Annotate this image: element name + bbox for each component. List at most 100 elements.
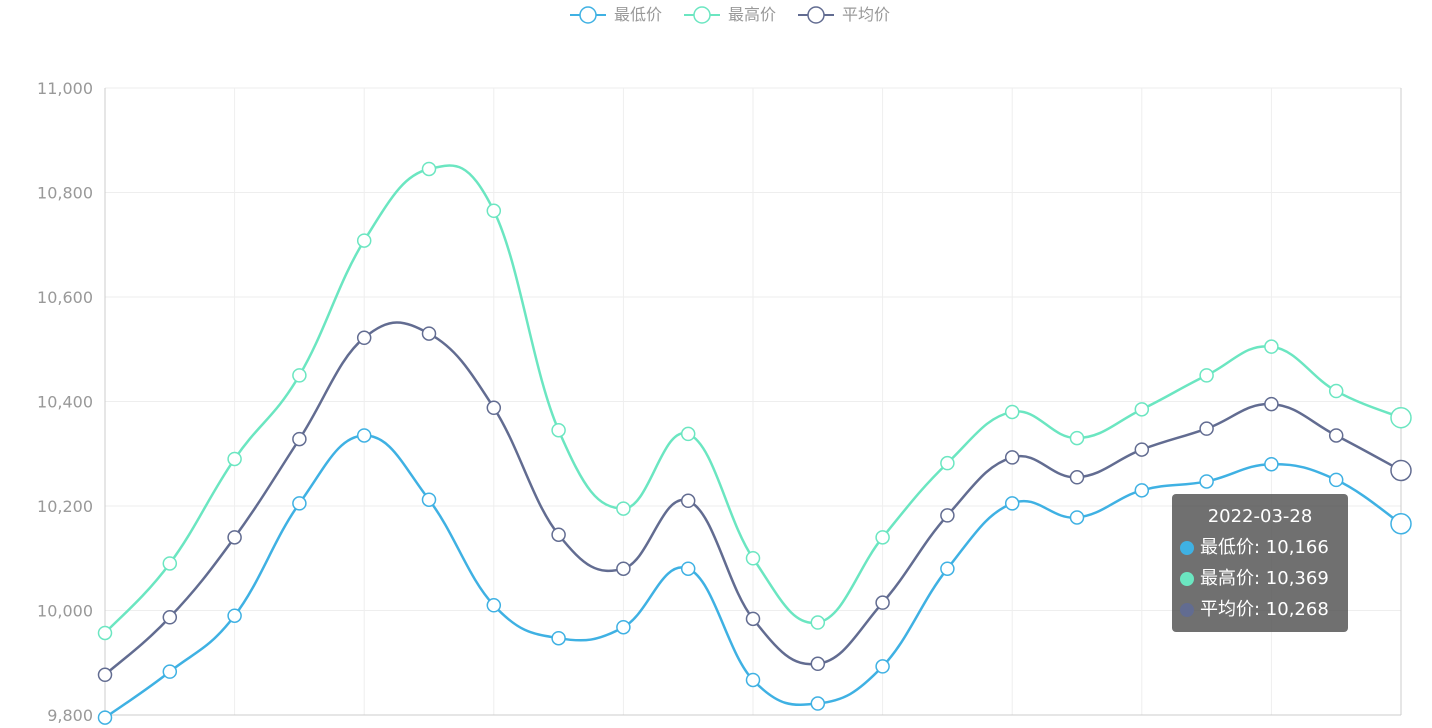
data-point [680, 493, 696, 509]
data-point [1390, 513, 1412, 535]
data-point [227, 608, 242, 623]
tooltip-title: 2022-03-28 [1207, 506, 1313, 527]
series-2 [97, 321, 1412, 683]
data-point [97, 710, 113, 725]
data-point [1134, 402, 1150, 417]
data-point [1199, 421, 1214, 436]
data-point [356, 428, 372, 443]
data-point [745, 672, 761, 688]
data-point [551, 527, 566, 542]
data-point [810, 656, 826, 672]
data-point [486, 203, 502, 219]
data-point [1328, 472, 1344, 488]
data-point [1134, 442, 1150, 457]
data-point [745, 551, 761, 566]
y-tick-label: 10,600 [37, 288, 93, 307]
data-point [421, 326, 437, 341]
tooltip-label-avg: 平均价: 10,268 [1200, 599, 1329, 620]
legend-label: 最高价 [728, 5, 776, 24]
data-point [421, 161, 437, 177]
legend-item-0[interactable]: 最低价 [570, 5, 662, 24]
data-point [421, 492, 437, 507]
legend[interactable]: 最低价 最高价 平均价 [570, 5, 890, 24]
series-line [104, 164, 1402, 634]
series-line [104, 434, 1402, 719]
tooltip-label-high: 最高价: 10,369 [1200, 568, 1329, 589]
data-point [1328, 383, 1344, 399]
data-point [1134, 483, 1150, 498]
series-lines [97, 161, 1412, 725]
data-point [810, 615, 826, 630]
series-line [104, 321, 1402, 676]
tooltip-dot-low [1180, 540, 1194, 555]
data-point [1069, 430, 1085, 446]
series-1 [97, 161, 1412, 641]
data-point [162, 664, 178, 679]
data-point [875, 530, 890, 545]
data-point [616, 561, 631, 576]
tooltip-label-low: 最低价: 10,166 [1200, 537, 1329, 558]
y-tick-label: 11,000 [37, 79, 93, 98]
data-point [680, 561, 696, 576]
data-point [745, 611, 761, 627]
tooltip-row-high: 最高价: 10,369 [1180, 563, 1340, 594]
series-0 [97, 428, 1412, 725]
legend-item-2[interactable]: 平均价 [798, 5, 890, 24]
data-point [1390, 406, 1412, 429]
legend-label: 最低价 [614, 5, 662, 24]
legend-label: 平均价 [842, 5, 890, 24]
data-point [227, 451, 242, 467]
y-tick-label: 9,800 [47, 706, 93, 725]
data-point [875, 595, 890, 610]
data-point [227, 530, 242, 545]
tooltip-row-low: 最低价: 10,166 [1180, 532, 1340, 563]
data-point [1004, 404, 1020, 420]
data-point [1264, 396, 1279, 412]
data-point [292, 368, 307, 383]
tooltip-dot-avg [1180, 602, 1194, 617]
data-point [1328, 428, 1344, 443]
tooltip-dot-high [1180, 571, 1194, 586]
legend-circle-icon [807, 6, 825, 24]
data-point [1004, 450, 1020, 465]
legend-item-1[interactable]: 最高价 [684, 5, 776, 24]
data-point [356, 233, 372, 248]
legend-circle-icon [693, 6, 711, 24]
tooltip: 2022-03-28 最低价: 10,166 最高价: 10,369 平均价: … [1172, 494, 1348, 632]
data-point [1390, 459, 1412, 482]
data-point [680, 426, 696, 442]
data-point [356, 330, 372, 346]
data-point [875, 659, 890, 674]
data-point [616, 619, 631, 635]
data-point [1069, 510, 1085, 525]
legend-circle-icon [579, 6, 597, 24]
y-tick-label: 10,800 [37, 184, 93, 203]
data-point [292, 431, 307, 447]
data-point [616, 501, 631, 516]
axes: 9,800 10,000 10,200 10,400 10,600 10,800 11,00… [37, 79, 1402, 725]
data-point [97, 667, 113, 683]
data-point [810, 696, 826, 711]
data-point [486, 400, 502, 416]
data-point [97, 625, 113, 641]
data-point [486, 598, 502, 613]
data-point [551, 422, 566, 438]
data-point [940, 561, 955, 576]
data-point [1199, 368, 1214, 383]
y-tick-label: 10,200 [37, 497, 93, 516]
data-point [940, 508, 955, 523]
data-point [1264, 456, 1279, 472]
data-point [1004, 496, 1020, 511]
data-point [1264, 339, 1279, 354]
data-point [1069, 470, 1085, 485]
data-point [1199, 474, 1214, 489]
data-point [162, 610, 178, 625]
data-point [551, 630, 566, 646]
data-point [162, 556, 178, 571]
y-tick-label: 10,400 [37, 393, 93, 412]
y-tick-label: 10,000 [37, 602, 93, 621]
data-point [292, 496, 307, 511]
data-point [940, 455, 955, 471]
tooltip-row-avg: 平均价: 10,268 [1180, 594, 1340, 625]
